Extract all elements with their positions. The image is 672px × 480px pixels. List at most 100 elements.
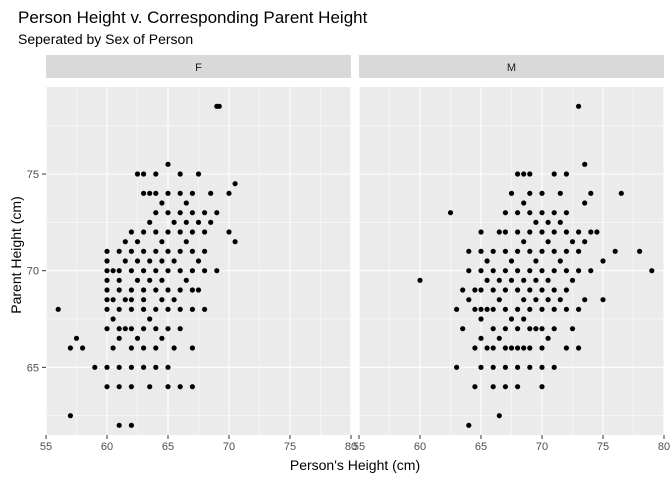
data-point xyxy=(478,248,484,254)
data-point xyxy=(165,384,171,390)
data-point xyxy=(460,287,466,293)
data-point xyxy=(502,210,508,216)
data-point xyxy=(189,306,195,312)
data-point xyxy=(141,306,147,312)
data-point xyxy=(92,364,98,370)
data-point xyxy=(116,335,122,341)
data-point xyxy=(545,219,551,225)
data-point xyxy=(551,248,557,254)
data-point xyxy=(104,287,110,293)
data-point xyxy=(557,297,563,303)
data-point xyxy=(153,364,159,370)
data-point xyxy=(202,248,208,254)
data-point xyxy=(147,316,153,322)
data-point xyxy=(141,345,147,351)
data-point xyxy=(454,306,460,312)
y-tick-label: 75 xyxy=(27,169,39,181)
data-point xyxy=(533,258,539,264)
data-point xyxy=(490,345,496,351)
data-point xyxy=(582,297,588,303)
data-point xyxy=(502,287,508,293)
data-point xyxy=(128,248,134,254)
data-point xyxy=(551,306,557,312)
data-point xyxy=(67,345,73,351)
data-point xyxy=(183,200,189,206)
x-tick-label: 75 xyxy=(284,441,296,453)
x-tick-label: 60 xyxy=(414,441,426,453)
data-point xyxy=(527,326,533,332)
data-point xyxy=(502,229,508,235)
data-point xyxy=(551,210,557,216)
data-point xyxy=(177,248,183,254)
data-point xyxy=(447,210,454,216)
data-point xyxy=(214,268,220,274)
data-point xyxy=(551,287,557,293)
data-point xyxy=(502,326,508,332)
data-point xyxy=(153,171,159,177)
x-tick-label: 65 xyxy=(162,441,174,453)
data-point xyxy=(490,326,496,332)
data-point xyxy=(202,210,208,216)
data-point xyxy=(563,345,570,351)
data-point xyxy=(472,306,478,312)
data-point xyxy=(576,103,582,109)
data-point xyxy=(110,316,116,322)
data-point xyxy=(141,171,147,177)
data-point xyxy=(159,335,165,341)
x-tick-label: 70 xyxy=(223,441,235,453)
data-point xyxy=(104,326,110,332)
data-point xyxy=(515,210,521,216)
data-point xyxy=(490,268,496,274)
data-point xyxy=(515,364,521,370)
data-point xyxy=(515,326,521,332)
data-point xyxy=(472,384,478,390)
data-point xyxy=(208,190,214,196)
data-point xyxy=(128,384,134,390)
data-point xyxy=(165,229,171,235)
data-point xyxy=(563,248,570,254)
data-point xyxy=(141,268,147,274)
data-point xyxy=(128,287,134,293)
data-point xyxy=(165,268,171,274)
data-point xyxy=(128,345,134,351)
data-point xyxy=(183,277,189,283)
data-point xyxy=(417,277,423,283)
data-point xyxy=(478,364,484,370)
data-point xyxy=(141,287,147,293)
data-point xyxy=(116,364,122,370)
x-tick-label: 75 xyxy=(597,441,609,453)
data-point xyxy=(216,103,222,109)
chart-title: Person Height v. Corresponding Parent He… xyxy=(18,8,368,27)
data-point xyxy=(484,345,490,351)
data-point xyxy=(508,258,515,264)
data-point xyxy=(153,287,159,293)
data-point xyxy=(466,422,472,428)
data-point xyxy=(171,258,177,264)
data-point xyxy=(490,287,496,293)
data-point xyxy=(116,384,122,390)
data-point xyxy=(104,258,110,264)
data-point xyxy=(539,326,545,332)
data-point xyxy=(202,306,208,312)
x-tick-label: 80 xyxy=(345,441,357,453)
data-point xyxy=(508,277,515,283)
data-point xyxy=(496,335,502,341)
x-axis-title: Person's Height (cm) xyxy=(290,457,420,473)
data-point xyxy=(226,190,232,196)
data-point xyxy=(472,345,478,351)
data-point xyxy=(637,248,643,254)
data-point xyxy=(128,297,134,303)
data-point xyxy=(527,268,533,274)
data-point xyxy=(563,171,570,177)
data-point xyxy=(165,287,171,293)
data-point xyxy=(515,229,521,235)
data-point xyxy=(502,364,508,370)
data-point xyxy=(569,277,576,283)
data-point xyxy=(508,345,515,351)
data-point xyxy=(183,239,189,245)
data-point xyxy=(478,306,484,312)
data-point xyxy=(533,326,539,332)
data-point xyxy=(202,229,208,235)
data-point xyxy=(128,422,134,428)
data-point xyxy=(502,248,508,254)
